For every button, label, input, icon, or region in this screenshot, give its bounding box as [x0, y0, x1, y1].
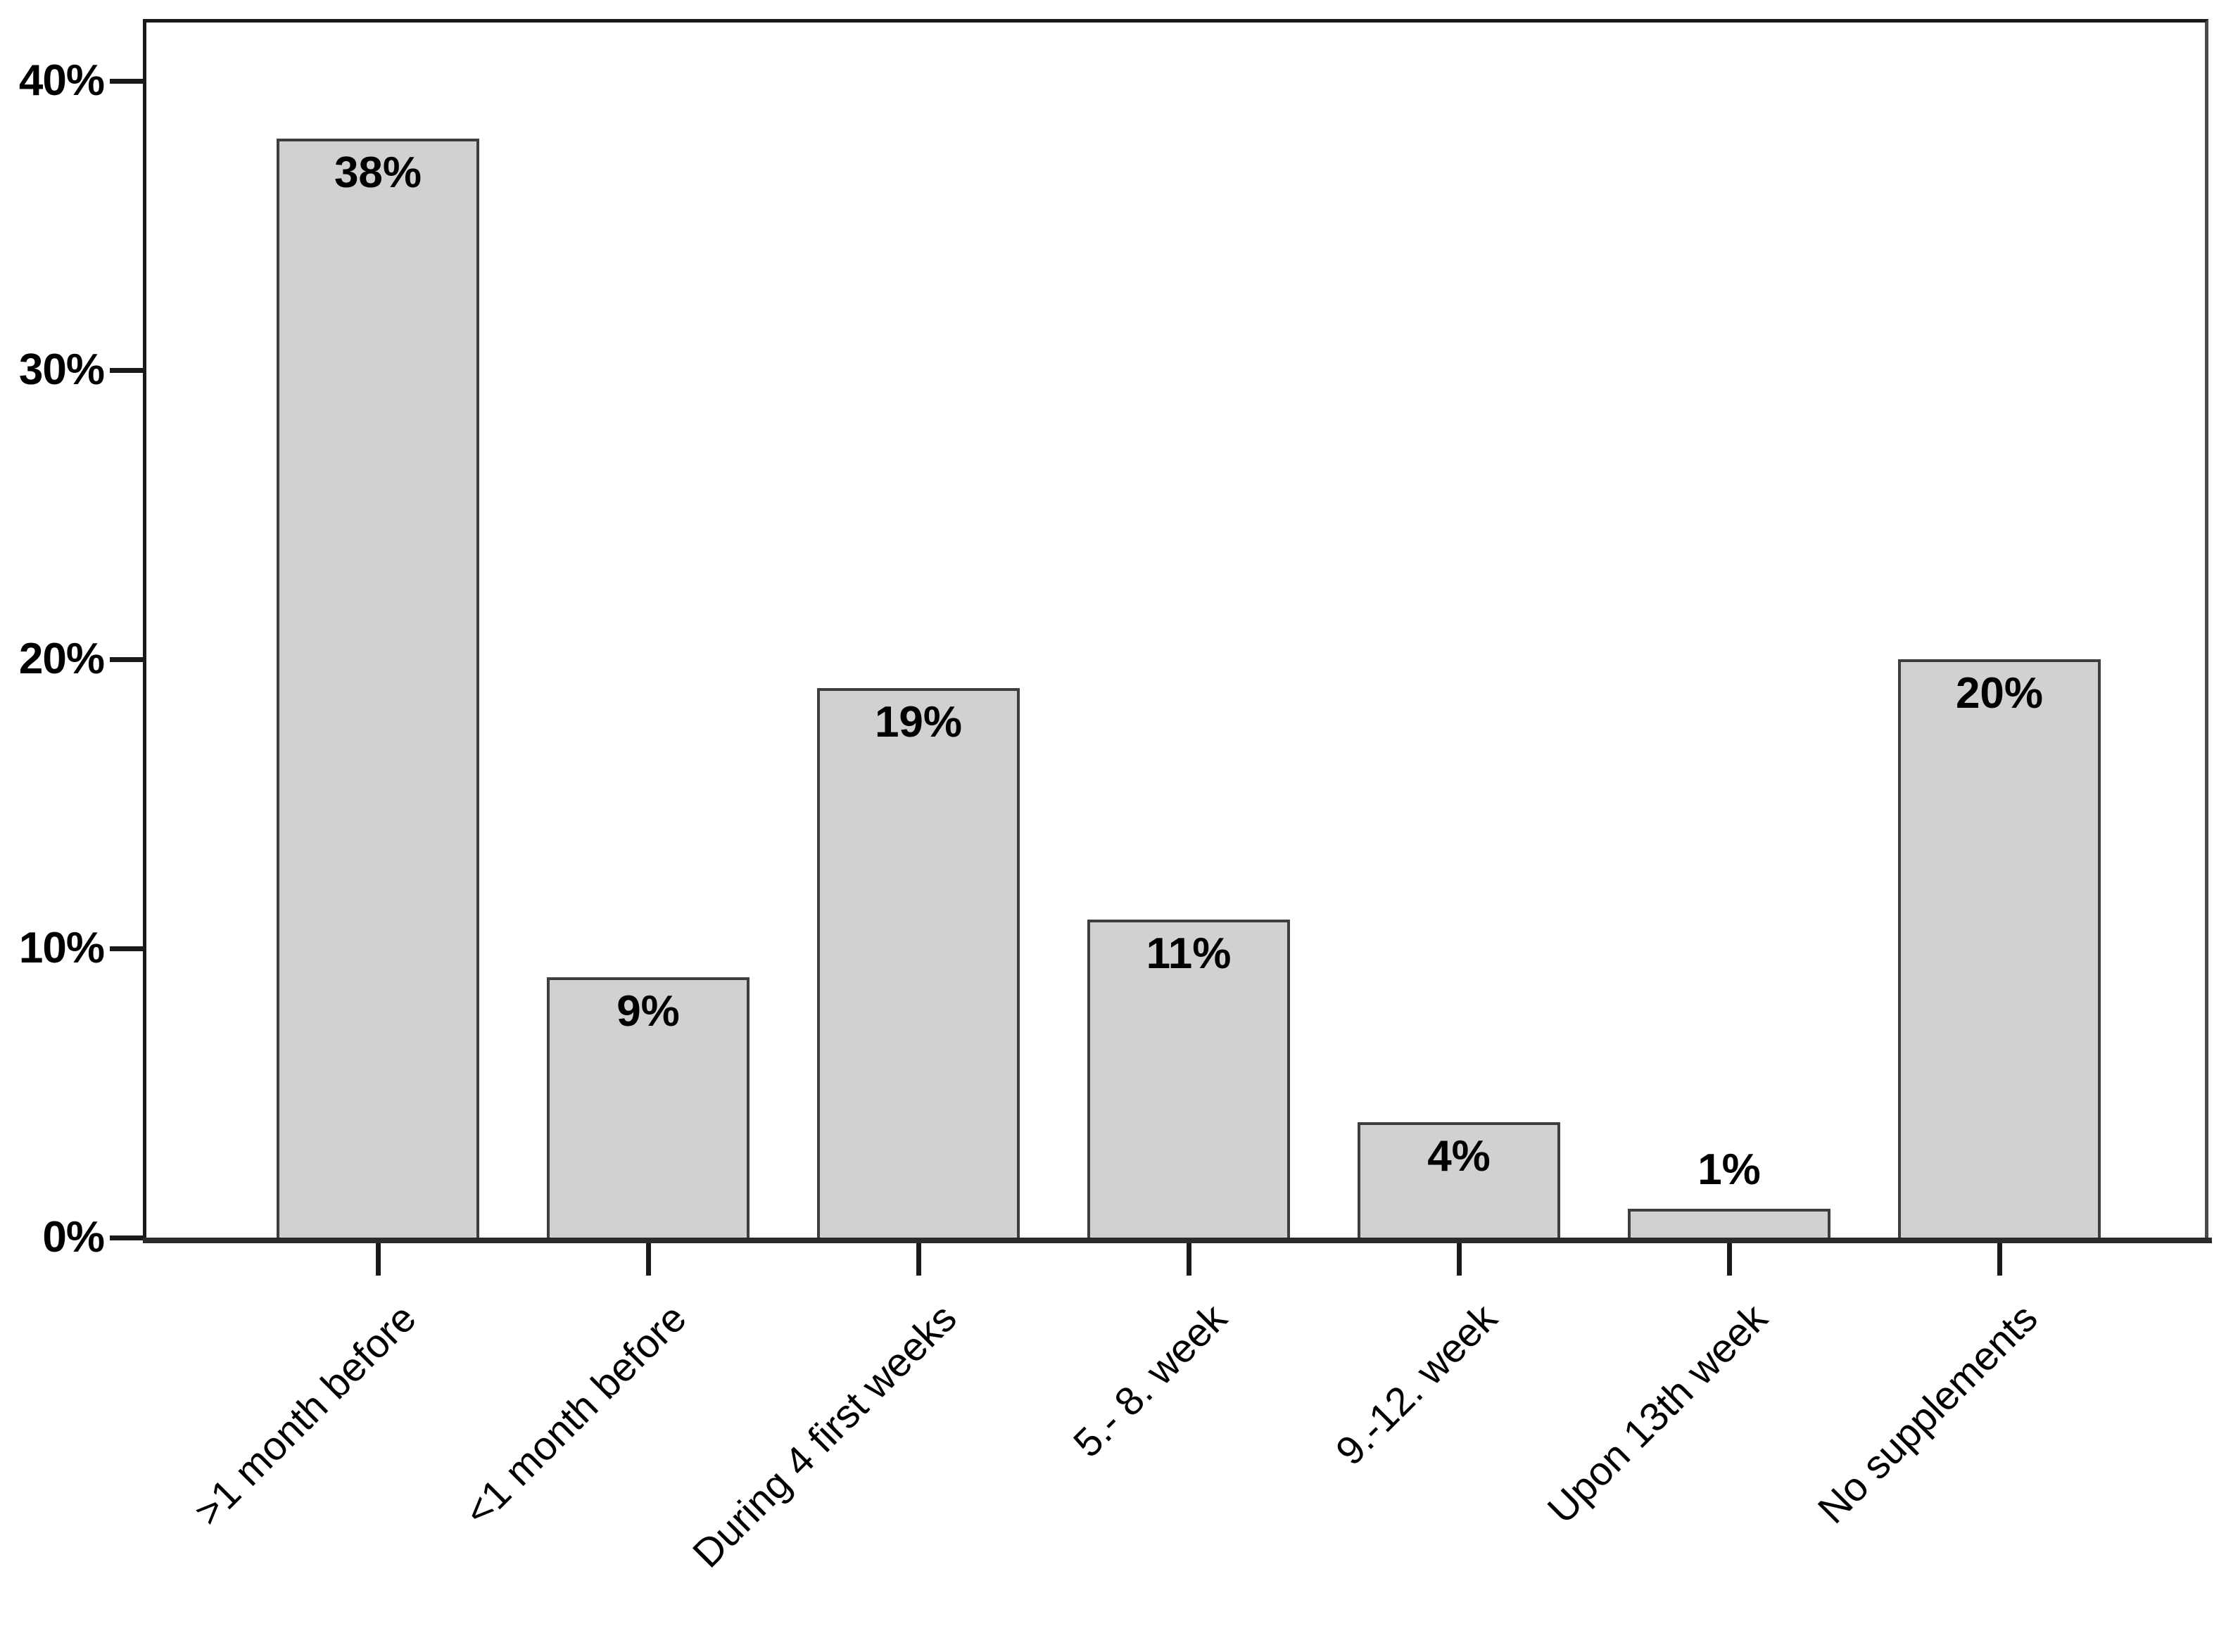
x-axis-tick — [1187, 1243, 1191, 1276]
bar-value-label: 19% — [874, 698, 963, 746]
bar — [1898, 659, 2101, 1238]
y-axis-tick — [110, 1235, 143, 1240]
x-axis-tick — [1727, 1243, 1732, 1276]
bar-value-label: 4% — [1427, 1132, 1491, 1181]
x-axis-tick — [1457, 1243, 1462, 1276]
bar-value-label: 9% — [616, 987, 680, 1036]
y-axis-tick-label: 10% — [18, 924, 105, 972]
bar-value-label: 1% — [1697, 1145, 1761, 1194]
bar — [1087, 920, 1290, 1238]
y-axis-tick — [110, 657, 143, 662]
bar-value-label: 20% — [1955, 669, 2044, 718]
bar — [1628, 1209, 1830, 1238]
bar — [277, 139, 479, 1238]
bar-value-label: 11% — [1146, 929, 1232, 978]
bar — [1358, 1122, 1560, 1238]
x-axis-baseline — [143, 1238, 2212, 1243]
x-axis-tick — [646, 1243, 651, 1276]
y-axis-tick — [110, 368, 143, 373]
y-axis-tick — [110, 946, 143, 951]
y-axis-tick-label: 0% — [42, 1213, 105, 1262]
x-axis-tick — [1997, 1243, 2002, 1276]
bar — [817, 688, 1020, 1238]
bar — [547, 977, 750, 1238]
y-axis-tick — [110, 79, 143, 84]
y-axis-tick-label: 40% — [18, 56, 105, 105]
x-axis-tick — [916, 1243, 921, 1276]
bar-value-label: 38% — [334, 148, 422, 197]
y-axis-tick-label: 30% — [18, 345, 105, 394]
x-axis-tick — [376, 1243, 381, 1276]
y-axis-tick-label: 20% — [18, 635, 105, 683]
plot-area — [143, 19, 2208, 1238]
